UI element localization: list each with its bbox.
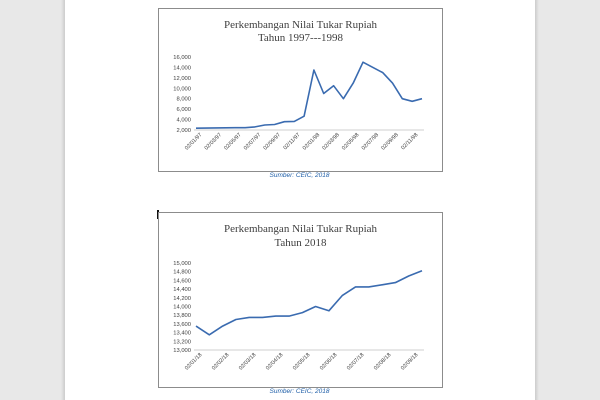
margin-shadow	[61, 0, 65, 400]
x-tick-label: 02/02/18	[211, 352, 230, 371]
x-tick-label: 02/03/18	[238, 352, 257, 371]
chart-1-source: Sumber: CEIC, 2018	[269, 172, 330, 179]
y-tick-label: 14,400	[173, 287, 191, 293]
y-tick-label: 14,600	[173, 278, 191, 284]
chart-2-source: Sumber: CEIC, 2018	[269, 388, 330, 395]
data-series-line	[195, 270, 423, 336]
chart-2-frame[interactable]: Perkembangan Nilai Tukar Rupiah Tahun 201…	[158, 212, 443, 388]
x-tick-label: 02/11/98	[400, 132, 419, 151]
x-tick-label: 02/03/97	[204, 132, 223, 151]
y-tick-label: 10,000	[173, 86, 191, 92]
y-tick-label: 15,000	[173, 261, 191, 267]
x-tick-label: 02/05/98	[341, 132, 360, 151]
chart-1-frame[interactable]: Perkembangan Nilai Tukar Rupiah Tahun 199…	[158, 8, 443, 172]
margin-shadow	[535, 0, 539, 400]
document-page[interactable]: Perkembangan Nilai Tukar Rupiah Tahun 199…	[65, 0, 535, 400]
x-tick-label: 02/03/98	[321, 132, 340, 151]
x-tick-label: 02/06/18	[319, 352, 338, 371]
x-tick-label: 02/09/98	[380, 132, 399, 151]
y-tick-label: 14,000	[173, 65, 191, 71]
y-tick-label: 13,000	[173, 348, 191, 354]
x-tick-label: 02/11/97	[282, 132, 301, 151]
x-tick-label: 02/07/98	[361, 132, 380, 151]
x-tick-label: 02/07/97	[243, 132, 262, 151]
x-tick-label: 02/04/18	[265, 352, 284, 371]
y-tick-label: 14,000	[173, 305, 191, 311]
y-tick-label: 2,000	[176, 128, 191, 134]
chart-title-line-2: Tahun 1997---1998	[258, 32, 344, 44]
y-tick-label: 4,000	[176, 118, 191, 124]
x-tick-label: 02/01/18	[184, 352, 203, 371]
y-tick-label: 14,200	[173, 296, 191, 302]
chart-title-line-1: Perkembangan Nilai Tukar Rupiah	[224, 19, 378, 31]
right-margin	[535, 0, 600, 400]
x-tick-label: 02/09/18	[400, 352, 419, 371]
y-tick-label: 14,800	[173, 270, 191, 276]
chart-title-line-1: Perkembangan Nilai Tukar Rupiah	[224, 223, 378, 235]
y-tick-label: 13,200	[173, 339, 191, 345]
y-tick-label: 13,600	[173, 322, 191, 328]
chart-2-svg: Perkembangan Nilai Tukar Rupiah Tahun 201…	[173, 223, 424, 372]
x-tick-label: 02/05/97	[223, 132, 242, 151]
y-tick-label: 13,800	[173, 313, 191, 319]
x-tick-label: 02/09/97	[263, 132, 282, 151]
x-tick-label: 02/01/97	[184, 132, 203, 151]
y-tick-label: 12,000	[173, 76, 191, 82]
left-margin	[0, 0, 65, 400]
y-tick-label: 8,000	[176, 97, 191, 103]
x-tick-label: 02/08/18	[373, 352, 392, 371]
y-tick-label: 13,400	[173, 331, 191, 337]
chart-title-line-2: Tahun 2018	[274, 237, 327, 249]
x-tick-label: 02/01/98	[302, 132, 321, 151]
text-cursor	[157, 210, 159, 219]
data-series-line	[195, 61, 423, 129]
y-tick-label: 6,000	[176, 107, 191, 113]
x-tick-label: 02/05/18	[292, 352, 311, 371]
y-tick-label: 16,000	[173, 55, 191, 61]
x-tick-label: 02/07/18	[346, 352, 365, 371]
